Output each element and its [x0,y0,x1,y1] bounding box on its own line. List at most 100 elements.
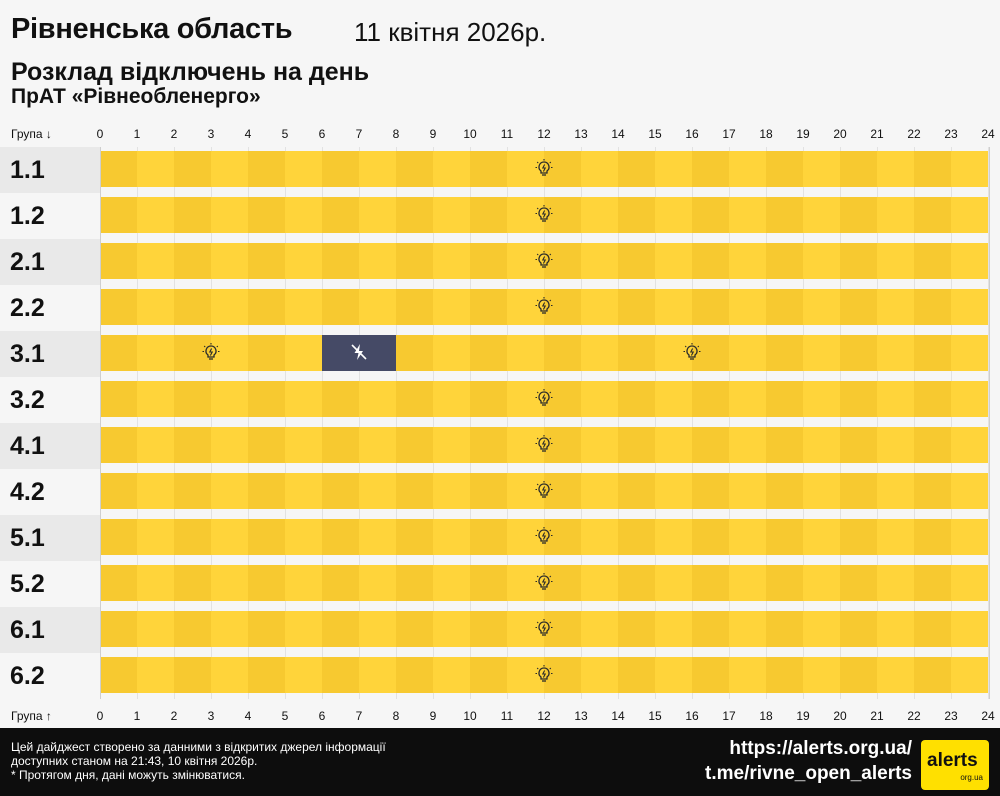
group-label-cell: 1.1 [0,147,100,193]
power-on-hour [507,565,544,601]
hour-tick-label: 17 [722,709,736,723]
hour-tick-label: 13 [574,709,588,723]
group-label: 5.1 [10,524,45,552]
hour-gridline [396,147,397,699]
power-on-hour [359,427,396,463]
group-row: 2.1 [0,239,1000,285]
telegram-link[interactable]: t.me/rivne_open_alerts [705,763,912,784]
power-on-hour [359,611,396,647]
hour-tick-label: 23 [944,127,958,141]
power-on-hour [655,519,692,555]
power-on-hour [285,197,322,233]
power-on-hour [803,473,840,509]
power-on-hour [285,565,322,601]
hour-tick-label: 2 [170,709,178,723]
website-link[interactable]: https://alerts.org.ua/ [729,738,912,759]
hour-tick-label: 12 [537,127,551,141]
power-on-hour [137,657,174,693]
power-on-hour [803,657,840,693]
power-on-hour [100,289,137,325]
power-on-hour [396,519,433,555]
power-on-hour [137,611,174,647]
hour-tick-label: 20 [833,127,847,141]
power-on-hour [655,427,692,463]
power-on-hour [581,381,618,417]
power-on-hour [470,611,507,647]
hour-tick-label: 19 [796,127,810,141]
power-on-hour [655,473,692,509]
power-on-hour [840,381,877,417]
hour-tick-label: 0 [96,127,104,141]
group-label: 3.2 [10,386,45,414]
power-on-hour [914,197,951,233]
power-on-hour [840,519,877,555]
power-on-hour [137,197,174,233]
power-on-hour [322,657,359,693]
power-on-hour [470,335,507,371]
power-on-hour [359,565,396,601]
hour-tick-label: 6 [318,709,326,723]
power-on-hour [470,243,507,279]
power-on-hour [396,243,433,279]
lightbulb-icon [534,434,554,454]
power-on-hour [655,565,692,601]
footer: Цей дайджест створено за данними з відкр… [0,728,1000,796]
power-on-hour [877,519,914,555]
lightbulb-icon [534,480,554,500]
power-on-hour [692,151,729,187]
power-on-hour [322,565,359,601]
power-on-hour [507,335,544,371]
group-label: 6.1 [10,616,45,644]
power-on-hour [285,381,322,417]
hour-tick-label: 22 [907,127,921,141]
power-on-hour [507,657,544,693]
hour-tick-label: 9 [429,709,437,723]
top-hour-axis: Група ↓ 0 1 2 3 4 5 6 7 8 9 10 11 12 13 14 15 16 17 18 19 20… [0,124,1000,144]
hour-tick-label: 18 [759,127,773,141]
power-on-hour [618,197,655,233]
group-label: 5.2 [10,570,45,598]
power-on-hour [285,427,322,463]
hour-gridline [581,147,582,699]
power-on-hour [396,381,433,417]
power-on-hour [655,289,692,325]
power-on-hour [692,243,729,279]
power-on-hour [174,657,211,693]
group-label-cell: 4.1 [0,423,100,469]
no-power-icon [349,342,369,362]
power-on-hour [433,151,470,187]
source-note: Цей дайджест створено за данними з відкр… [11,740,386,754]
power-on-hour [100,657,137,693]
power-on-hour [433,519,470,555]
lightbulb-icon [534,250,554,270]
power-on-hour [396,611,433,647]
power-on-hour [507,243,544,279]
power-on-hour [655,611,692,647]
power-on-hour [951,473,988,509]
power-on-hour [137,335,174,371]
hour-tick-label: 1 [133,127,141,141]
group-row: 1.1 [0,147,1000,193]
power-on-hour [877,427,914,463]
power-on-hour [766,289,803,325]
power-on-hour [729,197,766,233]
lightbulb-icon [201,342,221,362]
power-on-hour [285,519,322,555]
hour-gridline [988,147,989,699]
power-on-hour [174,611,211,647]
power-on-hour [803,611,840,647]
power-on-hour [211,657,248,693]
power-on-hour [100,519,137,555]
power-on-hour [581,657,618,693]
hour-gridline [655,147,656,699]
power-on-hour [766,657,803,693]
hour-gridline [877,147,878,699]
power-on-hour [359,243,396,279]
power-on-hour [618,657,655,693]
power-on-hour [655,381,692,417]
hour-gridline [433,147,434,699]
power-on-hour [285,151,322,187]
power-on-hour [322,427,359,463]
group-row: 5.2 [0,561,1000,607]
power-on-hour [396,473,433,509]
